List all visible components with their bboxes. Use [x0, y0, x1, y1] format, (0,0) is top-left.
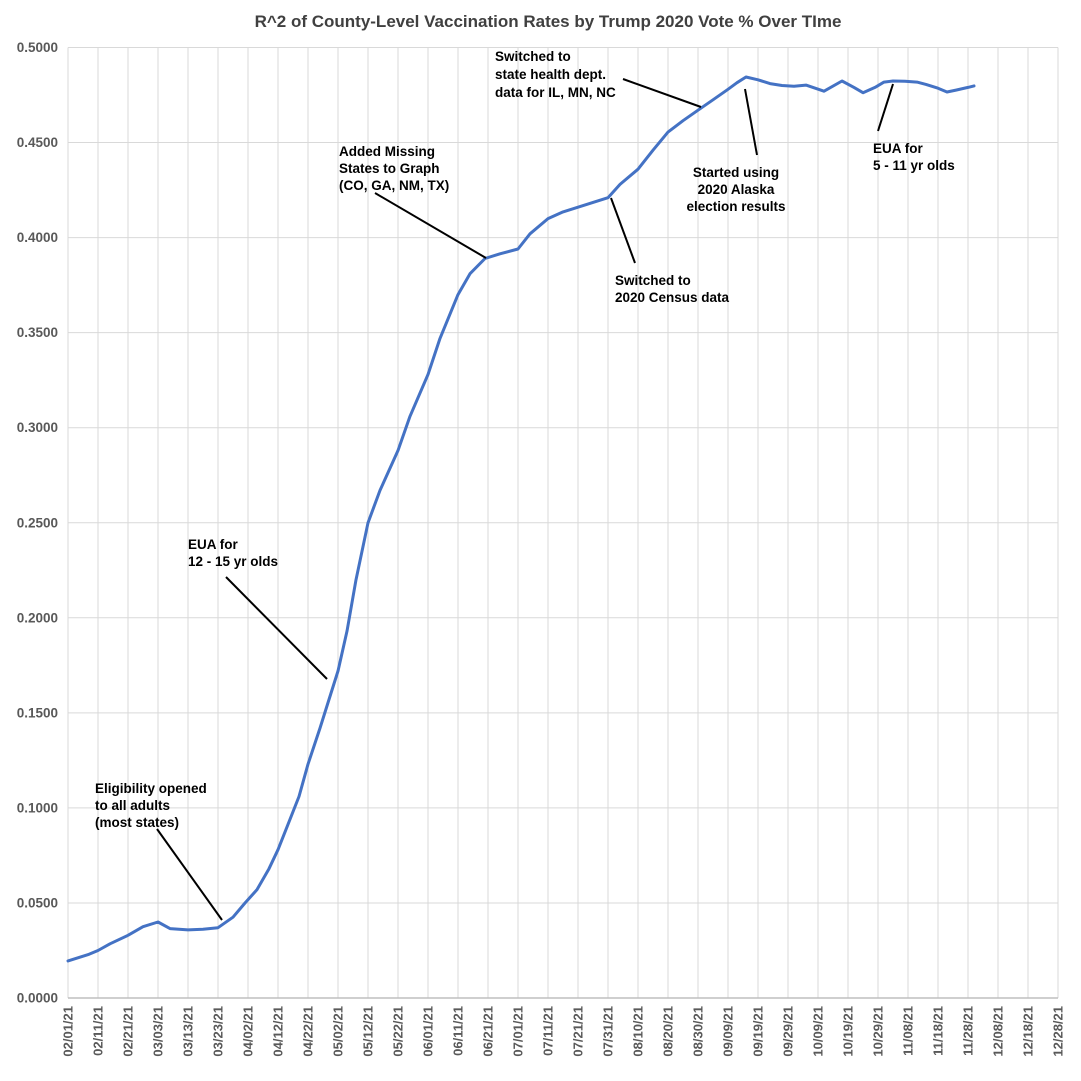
- x-tick-label: 05/22/21: [391, 1006, 406, 1057]
- x-tick-label: 09/29/21: [781, 1006, 796, 1057]
- y-tick-label: 0.1500: [17, 705, 58, 720]
- annotation-census-2020: Switched to 2020 Census data: [610, 197, 730, 305]
- x-tick-label: 08/30/21: [691, 1006, 706, 1057]
- annotation-text: Eligibility opened to all adults (most sta…: [95, 781, 207, 830]
- x-tick-label: 07/21/21: [571, 1006, 586, 1057]
- x-tick-label: 05/02/21: [331, 1006, 346, 1057]
- x-tick-label: 02/21/21: [121, 1006, 136, 1057]
- y-tick-label: 0.3000: [17, 420, 58, 435]
- y-tick-label: 0.5000: [17, 40, 58, 55]
- x-tick-label: 04/12/21: [271, 1006, 286, 1057]
- annotations: Eligibility opened to all adults (most sta…: [95, 49, 955, 921]
- x-tick-label: 12/28/21: [1051, 1006, 1066, 1057]
- y-tick-label: 0.1000: [17, 800, 58, 815]
- y-tick-label: 0.2000: [17, 610, 58, 625]
- y-tick-label: 0.2500: [17, 515, 58, 530]
- y-tick-label: 0.0000: [17, 991, 58, 1006]
- annotation-added-missing-states: Added Missing States to Graph (CO, GA, NM,…: [339, 144, 487, 259]
- x-tick-label: 08/10/21: [631, 1006, 646, 1057]
- chart-line: [66, 75, 976, 963]
- annotation-text: EUA for 12 - 15 yr olds: [188, 537, 278, 569]
- x-tick-label: 02/01/21: [61, 1006, 76, 1057]
- annotation-leader-line: [622, 78, 702, 108]
- annotation-leader-line: [374, 192, 487, 259]
- x-tick-label: 07/31/21: [601, 1006, 616, 1057]
- x-tick-label: 03/13/21: [181, 1006, 196, 1057]
- x-tick-label: 02/11/21: [91, 1006, 106, 1056]
- x-axis-tick-labels: 02/01/21 02/11/21 02/21/21 03/03/21 03/13/21…: [61, 1006, 1066, 1057]
- x-tick-label: 10/19/21: [841, 1006, 856, 1057]
- annotation-text: Added Missing States to Graph (CO, GA, NM,…: [339, 144, 449, 193]
- annotation-alaska-2020: Started using 2020 Alaska election results: [686, 88, 786, 214]
- annotation-text: Switched to 2020 Census data: [615, 273, 730, 305]
- data-series: [66, 75, 976, 963]
- annotation-text: Started using 2020 Alaska election results: [686, 165, 785, 214]
- x-tick-label: 06/21/21: [481, 1006, 496, 1057]
- x-tick-label: 07/11/21: [541, 1006, 556, 1056]
- x-tick-label: 10/29/21: [871, 1006, 886, 1057]
- annotation-leader-line: [156, 828, 223, 921]
- x-tick-label: 07/01/21: [511, 1006, 526, 1057]
- chart-title: R^2 of County-Level Vaccination Rates by…: [255, 12, 842, 31]
- x-tick-label: 03/23/21: [211, 1006, 226, 1057]
- x-tick-label: 11/18/21: [931, 1006, 946, 1056]
- annotation-leader-line: [744, 88, 758, 156]
- x-tick-label: 03/03/21: [151, 1006, 166, 1057]
- y-tick-label: 0.4000: [17, 230, 58, 245]
- x-tick-label: 09/19/21: [751, 1006, 766, 1057]
- x-tick-label: 12/18/21: [1021, 1006, 1036, 1057]
- y-tick-label: 0.3500: [17, 325, 58, 340]
- x-tick-label: 04/02/21: [241, 1006, 256, 1057]
- x-tick-label: 09/09/21: [721, 1006, 736, 1057]
- y-tick-label: 0.0500: [17, 895, 58, 910]
- gridlines: [67, 47, 1059, 999]
- annotation-leader-line: [877, 83, 894, 132]
- x-tick-label: 11/28/21: [961, 1006, 976, 1056]
- annotation-leader-line: [610, 197, 636, 264]
- annotation-eua-12-15: EUA for 12 - 15 yr olds: [188, 537, 328, 680]
- annotation-text: EUA for 5 - 11 yr olds: [873, 141, 955, 173]
- y-tick-label: 0.4500: [17, 135, 58, 150]
- annotation-state-health-dept: Switched to state health dept. data for IL…: [495, 49, 702, 108]
- x-tick-label: 06/11/21: [451, 1006, 466, 1056]
- annotation-eua-5-11: EUA for 5 - 11 yr olds: [873, 83, 955, 173]
- x-tick-label: 10/09/21: [811, 1006, 826, 1057]
- x-tick-label: 06/01/21: [421, 1006, 436, 1057]
- annotation-leader-line: [225, 576, 328, 680]
- x-tick-label: 08/20/21: [661, 1006, 676, 1057]
- x-tick-label: 12/08/21: [991, 1006, 1006, 1057]
- y-axis-tick-labels: 0.0000 0.0500 0.1000 0.1500 0.2000 0.2500 0.30…: [17, 40, 58, 1006]
- x-tick-label: 11/08/21: [901, 1006, 916, 1056]
- annotation-eligibility-all-adults: Eligibility opened to all adults (most sta…: [95, 781, 223, 921]
- annotation-text: Switched to state health dept. data for IL…: [495, 49, 616, 100]
- x-tick-label: 05/12/21: [361, 1006, 376, 1057]
- x-tick-label: 04/22/21: [301, 1006, 316, 1057]
